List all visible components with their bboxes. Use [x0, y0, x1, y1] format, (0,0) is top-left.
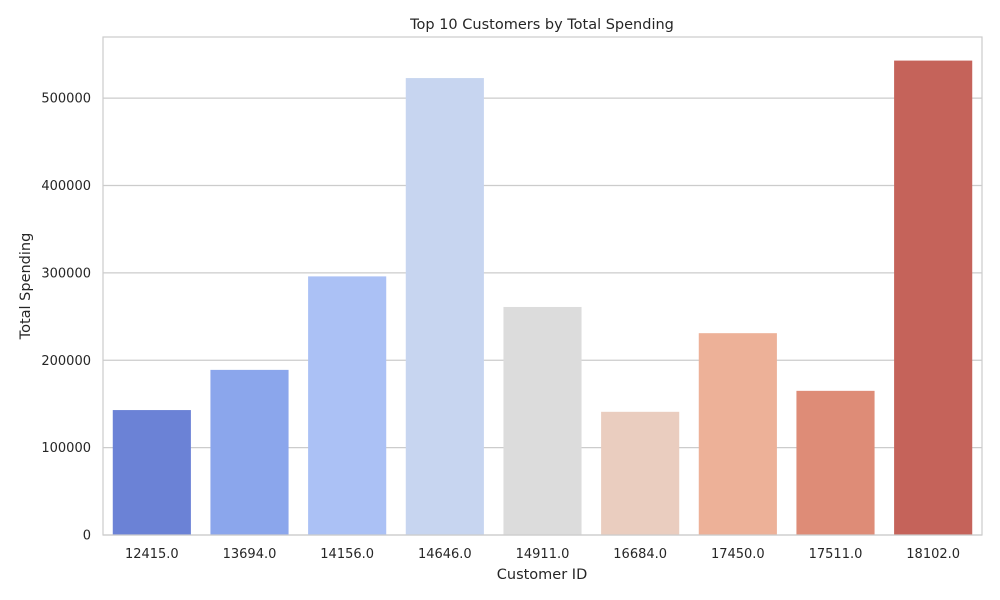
bar-13694.0 — [210, 369, 289, 535]
x-tick-label: 18102.0 — [906, 547, 960, 562]
y-tick-label: 300000 — [41, 266, 91, 281]
bar-14646.0 — [405, 78, 484, 535]
bar-17450.0 — [698, 333, 777, 535]
x-tick-label: 14646.0 — [418, 547, 472, 562]
bar-14156.0 — [308, 276, 387, 535]
bar-17511.0 — [796, 390, 875, 535]
x-tick-label: 14911.0 — [516, 547, 570, 562]
chart-title: Top 10 Customers by Total Spending — [409, 17, 674, 33]
x-tick-label: 16684.0 — [613, 547, 667, 562]
bars — [112, 60, 973, 535]
y-tick-label: 500000 — [41, 92, 91, 107]
bar-16684.0 — [601, 411, 680, 535]
x-tick-label: 17450.0 — [711, 547, 765, 562]
bar-14911.0 — [503, 306, 582, 535]
y-tick-label: 100000 — [41, 441, 91, 456]
x-tick-label: 14156.0 — [320, 547, 374, 562]
y-tick-label: 0 — [83, 529, 91, 544]
y-tick-label: 200000 — [41, 354, 91, 369]
y-tick-label: 400000 — [41, 179, 91, 194]
y-tick-labels: 0 100000 200000 300000 400000 500000 — [41, 92, 91, 544]
bar-12415.0 — [112, 410, 191, 535]
x-tick-label: 17511.0 — [809, 547, 863, 562]
y-axis-label: Total Spending — [18, 233, 34, 341]
x-axis-label: Customer ID — [497, 567, 587, 583]
x-tick-labels: 12415.0 13694.0 14156.0 14646.0 14911.0 16684… — [125, 547, 960, 562]
plot-frame — [102, 36, 983, 536]
x-tick-label: 13694.0 — [223, 547, 277, 562]
x-tick-label: 12415.0 — [125, 547, 179, 562]
bar-18102.0 — [894, 60, 973, 535]
